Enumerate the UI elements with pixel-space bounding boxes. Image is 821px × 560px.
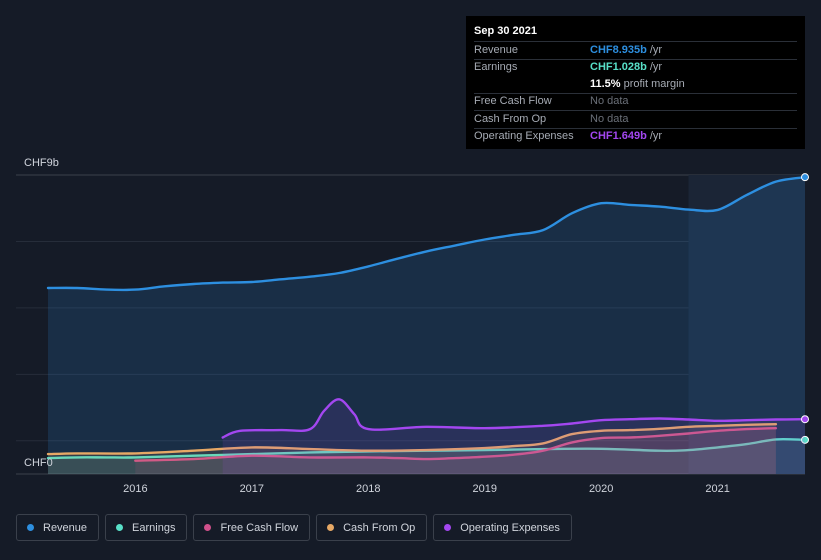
legend-dot-icon [204,524,212,531]
legend-item-cash-from-op[interactable]: Cash From Op [316,514,428,541]
series-area-operating-expenses [222,399,805,474]
chart-legend: Revenue Earnings Free Cash Flow Cash Fro… [16,514,572,541]
tooltip-label: Operating Expenses [474,130,574,143]
tooltip-row-free-cash-flow: Free Cash Flow No data [474,92,797,111]
legend-item-operating-expenses[interactable]: Operating Expenses [433,514,572,541]
legend-item-revenue[interactable]: Revenue [16,514,100,541]
tooltip-label: Free Cash Flow [474,95,552,108]
x-axis-ticks: 2016 2017 2018 2019 2020 2021 [123,483,730,495]
tooltip-date: Sep 30 2021 [474,25,537,37]
legend-label: Earnings [132,521,176,534]
legend-label: Free Cash Flow [220,521,299,534]
series-line-free-cash-flow [134,427,778,462]
series-layer [46,173,809,474]
series-endpoint-earnings [801,435,809,444]
series-area-earnings [48,439,805,474]
legend-item-free-cash-flow[interactable]: Free Cash Flow [193,514,311,541]
series-area-revenue [48,177,805,474]
series-endpoint-revenue [801,173,809,182]
grid-lines [16,174,805,475]
tooltip-label: Revenue [474,43,519,56]
tooltip-value: No data [590,112,629,125]
y-axis-bottom-label: CHF0 [24,457,53,469]
series-endpoint-operating-expenses [801,415,809,424]
legend-label: Cash From Op [343,521,416,534]
x-tick-label: 2019 [472,483,496,495]
tooltip-row-profit-margin: 11.5% profit margin [474,76,797,93]
tooltip-value: CHF1.649b [590,130,647,143]
tooltip-row-revenue: Revenue CHF8.935b /yr [474,41,797,59]
x-tick-label: 2018 [356,483,380,495]
series-line-cash-from-op [46,423,778,456]
legend-label: Operating Expenses [460,521,560,534]
tooltip-label: Cash From Op [474,112,547,125]
tooltip-row-cash-from-op: Cash From Op No data [474,110,797,128]
series-line-operating-expenses [221,398,807,439]
legend-label: Revenue [43,521,88,534]
x-tick-label: 2017 [240,483,264,495]
x-tick-label: 2016 [123,483,147,495]
tooltip-unit: profit margin [623,77,685,90]
series-area-free-cash-flow [135,428,776,474]
tooltip-value: 11.5% [590,77,621,90]
tooltip-value: No data [590,95,629,108]
tooltip-row-operating-expenses: Operating Expenses CHF1.649b /yr [474,127,797,146]
tooltip-value: CHF1.028b [590,61,647,74]
legend-dot-icon [116,524,124,531]
tooltip-unit: /yr [649,130,663,143]
tooltip-row-earnings: Earnings CHF1.028b /yr [474,58,797,77]
x-tick-label: 2020 [589,483,613,495]
tooltip-unit: /yr [649,43,663,56]
legend-dot-icon [327,524,335,531]
tooltip-label: Earnings [474,61,518,74]
series-line-revenue [46,176,807,292]
y-axis-top-label: CHF9b [24,157,59,169]
x-tick-label: 2021 [705,483,729,495]
tooltip-value: CHF8.935b [590,43,647,56]
data-tooltip: Sep 30 2021 Revenue CHF8.935b /yr Earnin… [466,16,805,149]
legend-item-earnings[interactable]: Earnings [105,514,188,541]
tooltip-unit: /yr [649,61,663,74]
series-area-cash-from-op [48,424,776,474]
legend-dot-icon [444,524,452,531]
legend-dot-icon [27,524,34,531]
